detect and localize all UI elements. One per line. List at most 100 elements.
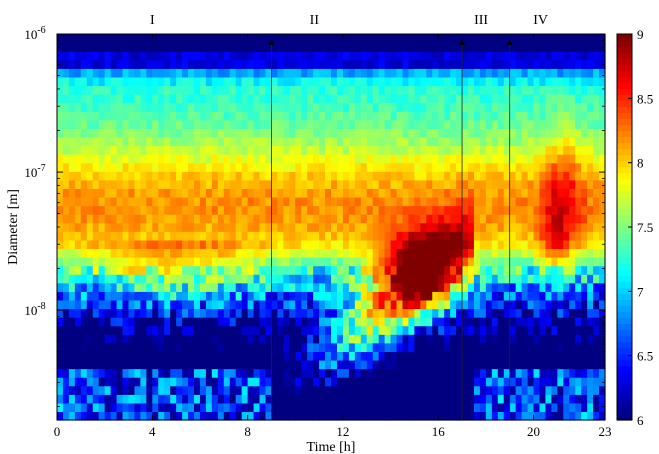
heatmap-cell	[259, 205, 267, 215]
heatmap-cell	[366, 308, 374, 318]
heatmap-cell	[92, 205, 100, 215]
heatmap-cell	[587, 411, 594, 421]
heatmap-cell	[366, 102, 374, 112]
heatmap-cell	[146, 257, 153, 267]
heatmap-cell	[414, 411, 421, 421]
heatmap-cell	[515, 214, 523, 224]
heatmap-cell	[563, 248, 570, 258]
heatmap-cell	[199, 42, 207, 52]
heatmap-cell	[563, 282, 570, 292]
heatmap-cell	[223, 351, 231, 361]
heatmap-cell	[426, 394, 433, 404]
colorbar-segment	[617, 389, 632, 397]
heatmap-cell	[158, 402, 165, 413]
heatmap-cell	[581, 265, 588, 275]
colorbar-segment	[617, 124, 632, 132]
heatmap-cell	[456, 51, 463, 61]
heatmap-cell	[468, 248, 475, 258]
heatmap-cell	[468, 282, 475, 292]
heatmap-cell	[420, 119, 427, 129]
heatmap-cell	[86, 317, 94, 327]
heatmap-cell	[307, 377, 314, 387]
heatmap-cell	[265, 119, 273, 129]
heatmap-cell	[450, 359, 457, 370]
heatmap-cell	[372, 368, 380, 378]
heatmap-cell	[74, 299, 82, 310]
heatmap-cell	[158, 51, 165, 61]
heatmap-cell	[229, 257, 237, 267]
heatmap-cell	[444, 196, 451, 207]
heatmap-cell	[229, 222, 237, 232]
heatmap-cell	[551, 205, 558, 215]
heatmap-cell	[62, 136, 70, 147]
heatmap-cell	[473, 342, 481, 352]
heatmap-cell	[336, 299, 344, 310]
heatmap-cell	[295, 265, 302, 275]
heatmap-cell	[223, 188, 231, 198]
heatmap-cell	[479, 162, 487, 172]
heatmap-cell	[426, 162, 433, 172]
heatmap-cell	[378, 325, 386, 335]
heatmap-cell	[62, 59, 70, 69]
heatmap-cell	[146, 171, 153, 181]
heatmap-cell	[289, 317, 296, 327]
heatmap-cell	[182, 342, 189, 352]
heatmap-cell	[462, 51, 469, 61]
heatmap-cell	[593, 274, 600, 284]
heatmap-cell	[92, 342, 100, 352]
heatmap-cell	[146, 308, 153, 318]
heatmap-cell	[396, 248, 404, 258]
heatmap-cell	[325, 291, 332, 301]
heatmap-cell	[581, 411, 588, 421]
heatmap-cell	[426, 291, 433, 301]
heatmap-cell	[271, 248, 278, 258]
heatmap-cell	[134, 291, 141, 301]
heatmap-cell	[68, 334, 76, 344]
heatmap-cell	[176, 239, 183, 250]
heatmap-cell	[533, 342, 541, 352]
heatmap-cell	[110, 85, 118, 95]
heatmap-cell	[545, 51, 552, 61]
heatmap-cell	[462, 68, 469, 78]
heatmap-cell	[271, 76, 278, 87]
heatmap-cell	[98, 111, 106, 121]
heatmap-cell	[563, 171, 570, 181]
heatmap-cell	[509, 68, 517, 78]
heatmap-cell	[342, 94, 350, 104]
heatmap-cell	[247, 85, 255, 95]
heatmap-cell	[533, 368, 541, 378]
heatmap-cell	[456, 136, 463, 147]
heatmap-cell	[199, 119, 207, 129]
heatmap-cell	[80, 325, 88, 335]
heatmap-cell	[116, 291, 124, 301]
heatmap-cell	[557, 119, 564, 129]
heatmap-cell	[259, 411, 267, 421]
heatmap-cell	[116, 411, 124, 421]
heatmap-cell	[396, 291, 404, 301]
heatmap-cell	[211, 136, 219, 147]
heatmap-cell	[199, 205, 207, 215]
heatmap-cell	[265, 317, 273, 327]
heatmap-cell	[152, 291, 159, 301]
heatmap-cell	[199, 59, 207, 69]
heatmap-cell	[372, 334, 380, 344]
heatmap-cell	[182, 42, 189, 52]
heatmap-cell	[307, 402, 314, 413]
heatmap-cell	[551, 136, 558, 147]
heatmap-cell	[68, 368, 76, 378]
heatmap-cell	[575, 308, 582, 318]
heatmap-cell	[57, 402, 64, 413]
heatmap-cell	[235, 214, 243, 224]
heatmap-cell	[229, 51, 237, 61]
heatmap-cell	[408, 136, 415, 147]
heatmap-cell	[539, 136, 547, 147]
heatmap-cell	[569, 111, 576, 121]
heatmap-cell	[533, 111, 541, 121]
heatmap-cell	[205, 385, 213, 395]
heatmap-cell	[384, 377, 392, 387]
heatmap-cell	[68, 162, 76, 172]
heatmap-cell	[462, 334, 469, 344]
heatmap-cell	[289, 85, 296, 95]
heatmap-cell	[569, 94, 576, 104]
